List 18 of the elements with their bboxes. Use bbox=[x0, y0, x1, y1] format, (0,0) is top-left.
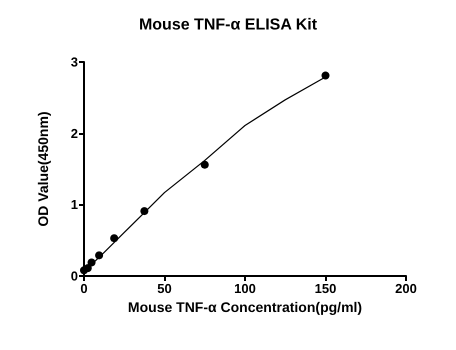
point bbox=[200, 160, 209, 169]
x-tick-label: 0 bbox=[80, 281, 88, 296]
chart-title: Mouse TNF-α ELISA Kit bbox=[138, 16, 318, 34]
y-tick-label: 1 bbox=[70, 197, 78, 212]
y-axis-title: OD Value(450nm) bbox=[35, 111, 51, 227]
point bbox=[110, 234, 118, 242]
point bbox=[88, 258, 96, 266]
x-tick-label: 100 bbox=[234, 281, 256, 296]
x-tick-label: 200 bbox=[395, 281, 417, 296]
y-tick-label: 2 bbox=[70, 126, 78, 141]
x-tick-label: 150 bbox=[314, 281, 336, 296]
point bbox=[140, 207, 148, 216]
point bbox=[322, 72, 330, 80]
x-tick-label: 50 bbox=[157, 281, 172, 296]
point bbox=[95, 251, 104, 260]
y-tick-label: 0 bbox=[70, 268, 78, 284]
y-tick-label: 3 bbox=[70, 54, 78, 70]
x-axis-title: Mouse TNF-α Concentration(pg/ml) bbox=[128, 299, 362, 315]
